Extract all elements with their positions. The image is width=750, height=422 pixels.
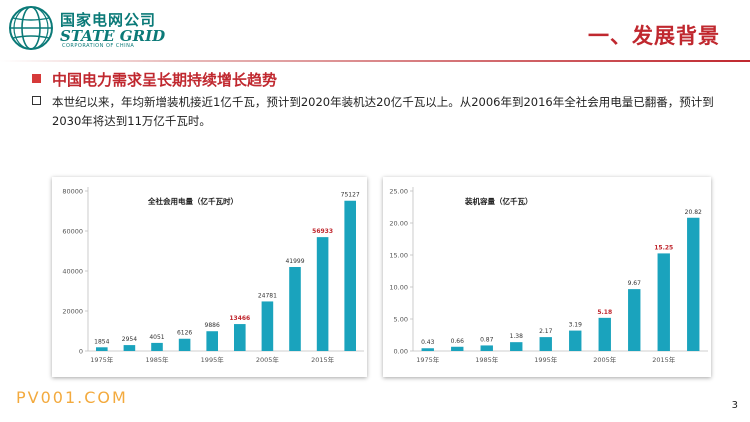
bar [421, 348, 434, 351]
footer-watermark: PV001.COM [16, 388, 128, 407]
data-label: 6126 [177, 330, 192, 337]
checkbox-bullet-icon [32, 96, 41, 105]
bar [598, 317, 611, 351]
bar [316, 237, 329, 351]
bar [151, 342, 163, 351]
bar [289, 267, 301, 351]
electricity-consumption-chart-svg: 全社会用电量（亿千瓦时） 0 20000 40000 60000 80000 1854 197… [62, 187, 364, 364]
header: 国家电网公司 STATE GRID CORPORATION OF CHINA 一… [0, 0, 750, 62]
x-tick-label: 2005年 [593, 355, 617, 364]
data-label: 0.87 [480, 336, 494, 343]
bar [539, 337, 552, 351]
x-tick-label: 1995年 [534, 355, 558, 364]
y-tick-label: 80000 [62, 188, 83, 196]
electricity-consumption-chart: 全社会用电量（亿千瓦时） 0 20000 40000 60000 80000 1854 197… [52, 177, 367, 377]
y-tick-label: 40000 [62, 268, 83, 276]
bar [178, 338, 191, 351]
x-tick-label: 1995年 [201, 355, 225, 364]
data-label: 56933 [312, 228, 333, 235]
data-label: 3.19 [569, 322, 583, 329]
x-tick-label: 1985年 [145, 355, 169, 364]
x-tick-label: 2005年 [256, 355, 280, 364]
data-label: 9.67 [628, 280, 642, 287]
data-label: 1.38 [510, 333, 524, 340]
x-tick-label: 1985年 [475, 355, 499, 364]
bar [344, 200, 356, 351]
data-label: 13466 [229, 315, 250, 322]
bar [657, 253, 670, 351]
bar [569, 330, 582, 351]
data-label: 0.43 [421, 339, 435, 346]
bar [123, 345, 136, 351]
bar [451, 346, 464, 351]
y-tick-label: 0.00 [394, 348, 408, 356]
bar [206, 331, 218, 351]
bullet-text: 本世纪以来，年均新增装机接近1亿千瓦，预计到2020年装机达20亿千瓦以上。从2… [52, 95, 714, 128]
data-label: 1854 [94, 338, 109, 345]
y-tick-label: 15.00 [389, 252, 408, 260]
y-tick-label: 5.00 [394, 316, 408, 324]
data-label: 2.17 [539, 328, 553, 335]
bar [234, 324, 246, 351]
data-label: 24781 [258, 292, 277, 299]
x-tick-label: 2015年 [311, 355, 335, 364]
y-tick-label: 10.00 [389, 284, 408, 292]
data-label: 2954 [122, 336, 137, 343]
bar [96, 347, 108, 351]
slide-title: 一、发展背景 [588, 24, 720, 48]
y-tick-label: 0 [79, 348, 83, 356]
data-label: 9886 [205, 322, 220, 329]
logo-english-name: STATE GRID [60, 27, 166, 45]
logo-subtitle: CORPORATION OF CHINA [62, 43, 135, 49]
y-tick-label: 60000 [62, 228, 83, 236]
y-tick-label: 20.00 [389, 220, 408, 228]
data-label: 5.18 [597, 309, 612, 316]
state-grid-logo: 国家电网公司 STATE GRID CORPORATION OF CHINA [8, 5, 173, 53]
y-tick-label: 20000 [62, 308, 83, 316]
bar [687, 217, 700, 351]
state-grid-globe-icon [9, 6, 53, 50]
logo-chinese-name: 国家电网公司 [60, 11, 157, 29]
chart-title: 装机容量（亿千瓦） [464, 196, 533, 206]
y-tick-label: 25.00 [389, 188, 408, 196]
x-tick-label: 1975年 [416, 355, 440, 364]
x-tick-label: 2015年 [652, 355, 676, 364]
data-label: 15.25 [654, 244, 673, 251]
data-label: 75127 [341, 192, 360, 199]
bar [628, 289, 641, 351]
section-title: 中国电力需求呈长期持续增长趋势 [52, 71, 278, 89]
data-label: 41999 [285, 258, 304, 265]
x-tick-label: 1975年 [90, 355, 114, 364]
chart-title: 全社会用电量（亿千瓦时） [147, 196, 238, 206]
page-number: 3 [731, 400, 738, 411]
section-square-icon [32, 74, 41, 83]
header-divider [0, 60, 750, 62]
bar [510, 342, 523, 351]
installed-capacity-chart-svg: 装机容量（亿千瓦） 0.00 5.00 10.00 15.00 20.00 25.00 0.4… [389, 187, 708, 364]
installed-capacity-chart: 装机容量（亿千瓦） 0.00 5.00 10.00 15.00 20.00 25.00 0.4… [383, 177, 711, 377]
bar [261, 301, 274, 351]
bar [480, 345, 493, 351]
data-label: 4051 [149, 334, 164, 341]
data-label: 0.66 [451, 338, 465, 345]
data-label: 20.82 [685, 209, 702, 216]
